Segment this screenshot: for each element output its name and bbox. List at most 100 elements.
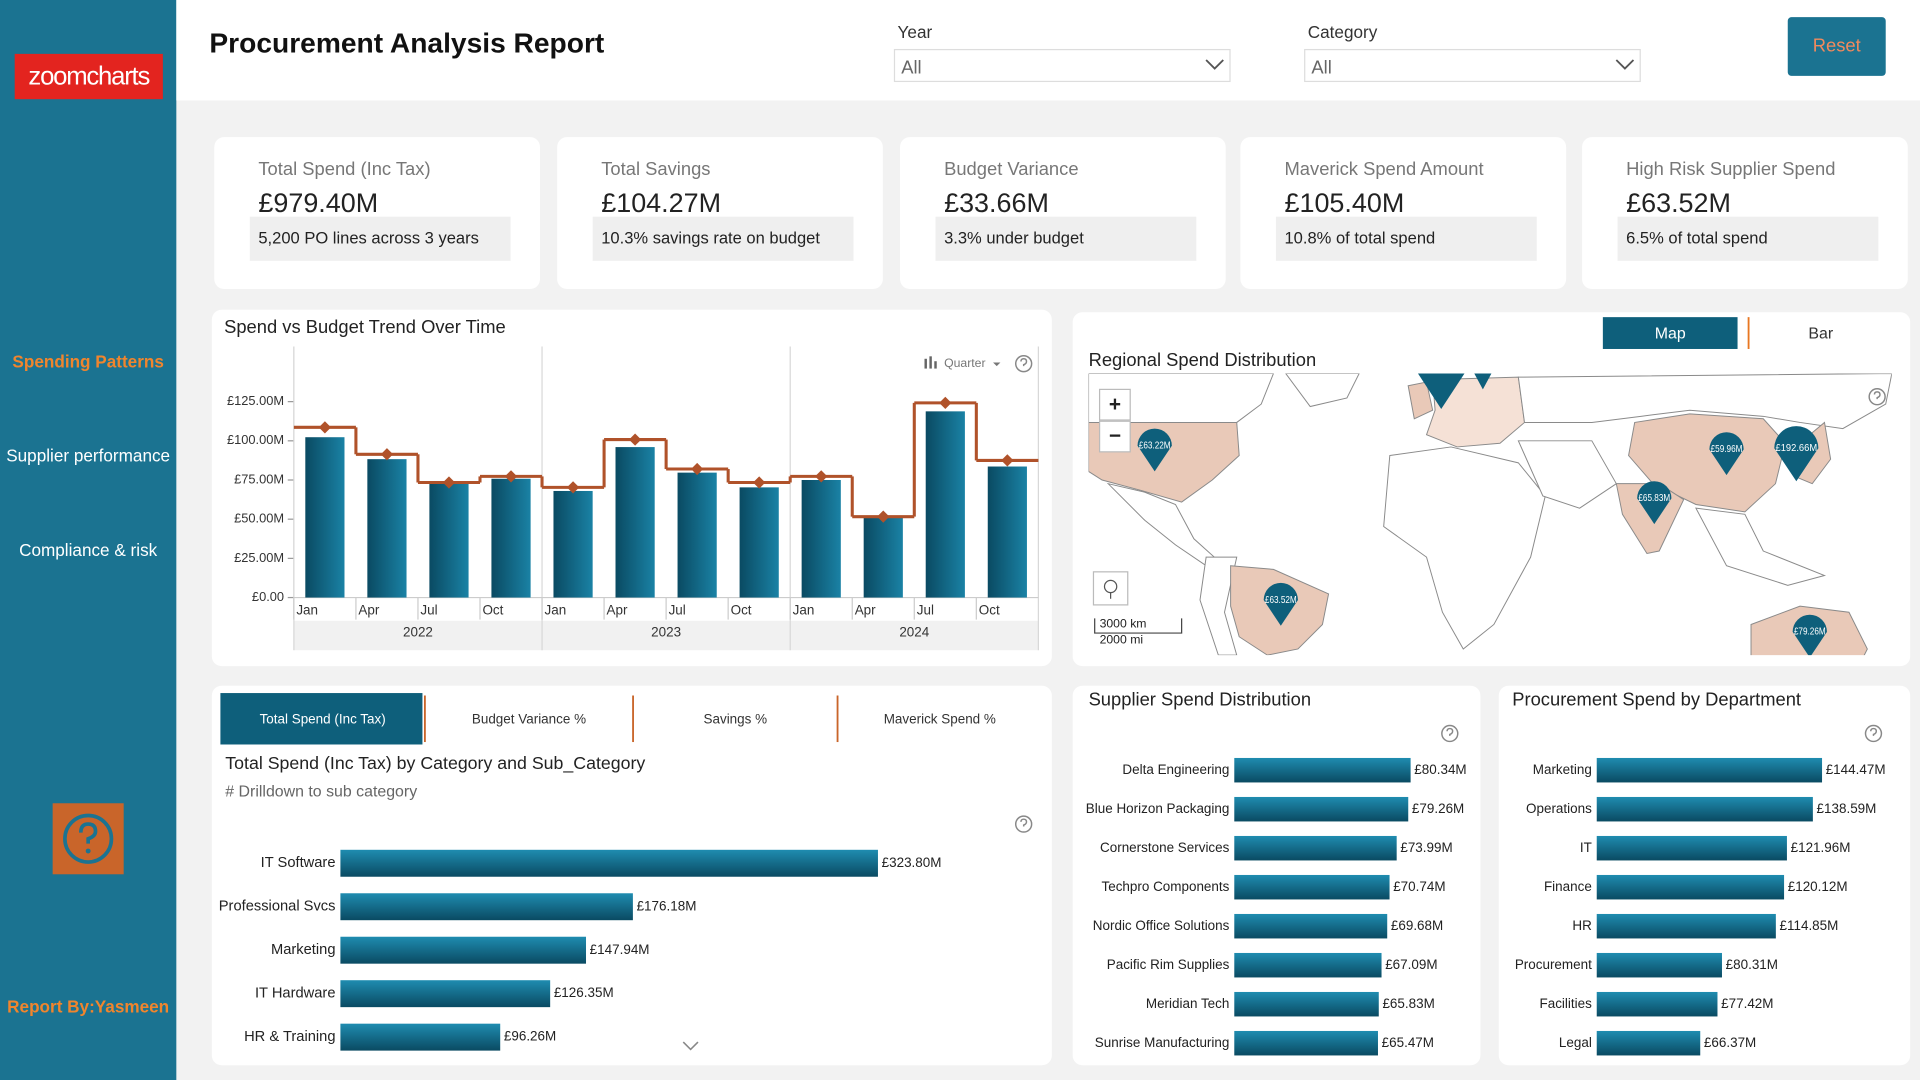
y-category-label: IT Software <box>261 855 336 871</box>
bar <box>1234 757 1411 783</box>
y-tick-label: £125.00M <box>227 393 284 408</box>
help-icon[interactable] <box>1014 354 1033 373</box>
y-category-label: Sunrise Manufacturing <box>1095 1035 1230 1050</box>
period-control-icon[interactable] <box>924 358 927 369</box>
kpi-label: Maverick Spend Amount <box>1284 159 1484 181</box>
locate-button[interactable] <box>1092 571 1129 606</box>
map-pin-label: £192.66M <box>1776 443 1818 454</box>
y-category-label: Legal <box>1559 1035 1592 1050</box>
period-control-icon[interactable] <box>929 356 932 369</box>
bar <box>1596 952 1722 978</box>
kpi-card <box>1240 137 1567 289</box>
decor-pin <box>1417 373 1465 409</box>
bar <box>340 980 551 1008</box>
kpi-label: Total Savings <box>601 159 711 181</box>
period-control-caret[interactable] <box>993 362 1001 367</box>
y-category-label: Nordic Office Solutions <box>1093 918 1230 933</box>
period-control[interactable]: Quarter <box>944 356 985 370</box>
x-tick-label: Jan <box>544 603 566 618</box>
filter-dropdown[interactable]: All <box>893 48 1231 83</box>
chart-title: Regional Spend Distribution <box>1089 349 1317 370</box>
nav-item[interactable]: Compliance & risk <box>19 540 158 560</box>
y-category-label: Pacific Rim Supplies <box>1107 957 1230 972</box>
map-pin-label: £79.26M <box>1794 627 1826 638</box>
x-tick-label: Jul <box>669 603 686 618</box>
land-uk <box>1407 381 1434 420</box>
map-tab[interactable]: Map <box>1655 325 1686 342</box>
zoom-button-label[interactable]: − <box>1109 425 1121 448</box>
y-category-label: Professional Svcs <box>219 899 336 915</box>
x-tick-label: Oct <box>731 603 752 618</box>
kpi-note: 10.8% of total spend <box>1275 216 1537 261</box>
help-icon[interactable] <box>1014 815 1033 833</box>
bar <box>677 472 717 598</box>
value-label: £120.12M <box>1788 879 1848 894</box>
y-category-label: Blue Horizon Packaging <box>1086 801 1230 816</box>
map-pin[interactable] <box>1137 428 1172 472</box>
help-icon[interactable] <box>1441 724 1459 743</box>
y-category-label: Procurement <box>1515 957 1592 972</box>
tab[interactable]: Budget Variance % <box>472 712 586 727</box>
help-icon-mark <box>1020 358 1028 367</box>
land-russia <box>1517 373 1892 430</box>
value-label: £67.09M <box>1385 957 1437 972</box>
x-group-label: 2022 <box>403 625 433 640</box>
map-pin[interactable] <box>1637 481 1672 525</box>
y-tick-label: £75.00M <box>234 471 284 486</box>
y-category-label: Marketing <box>271 942 336 958</box>
y-category-label: Operations <box>1526 801 1592 816</box>
bar <box>1234 952 1382 978</box>
zoom-button[interactable] <box>1098 420 1131 453</box>
tab[interactable]: Total Spend (Inc Tax) <box>260 712 386 727</box>
bar <box>1596 991 1718 1017</box>
help-button[interactable] <box>52 803 124 875</box>
help-icon[interactable] <box>1864 724 1883 743</box>
scale-bar <box>1094 618 1183 634</box>
map-tab[interactable]: Bar <box>1808 325 1833 342</box>
tab[interactable]: Savings % <box>704 712 768 727</box>
map-tab-bg[interactable] <box>1602 317 1738 349</box>
x-tick-label: Apr <box>607 603 628 618</box>
bar <box>1234 835 1397 861</box>
map-pin[interactable] <box>1709 432 1744 476</box>
help-icon <box>63 813 114 864</box>
help-icon[interactable] <box>1868 388 1886 406</box>
land-middle-east <box>1517 440 1617 509</box>
y-category-label: IT <box>1580 840 1592 855</box>
kpi-label: High Risk Supplier Spend <box>1626 159 1836 181</box>
y-category-label: Cornerstone Services <box>1100 840 1230 855</box>
reset-button[interactable]: Reset <box>1787 17 1886 76</box>
chart-subtitle: # Drilldown to sub category <box>225 783 417 800</box>
tab[interactable]: Maverick Spend % <box>884 712 996 727</box>
tab-active-bg[interactable] <box>220 693 423 745</box>
zoom-button-label[interactable]: + <box>1109 393 1121 416</box>
chart-title: Procurement Spend by Department <box>1512 688 1801 709</box>
y-category-label: HR & Training <box>244 1029 335 1045</box>
y-tick-label: £100.00M <box>227 432 284 447</box>
bar <box>1596 835 1787 861</box>
drilldown-chevron[interactable] <box>682 1041 699 1051</box>
map-pin[interactable] <box>1774 426 1819 482</box>
filter-dropdown[interactable]: All <box>1304 48 1641 83</box>
bar <box>340 893 633 921</box>
x-tick-label: Apr <box>855 603 876 618</box>
dropdown-chevron <box>1205 59 1224 70</box>
zoom-button[interactable] <box>1098 388 1131 421</box>
map-pin[interactable] <box>1792 614 1827 658</box>
value-label: £121.96M <box>1791 840 1851 855</box>
period-control-icon[interactable] <box>934 361 937 369</box>
nav-item[interactable]: Spending Patterns <box>12 351 164 372</box>
bar <box>1234 991 1379 1017</box>
value-label: £69.68M <box>1391 918 1443 933</box>
logo: zoomcharts <box>14 53 163 100</box>
value-label: £126.35M <box>554 985 614 1000</box>
nav-item[interactable]: Supplier performance <box>6 445 171 466</box>
map-pin[interactable] <box>1263 582 1298 626</box>
kpi-note: 10.3% savings rate on budget <box>592 216 854 261</box>
value-label: £77.42M <box>1721 996 1773 1011</box>
kpi-value: £63.52M <box>1626 187 1731 218</box>
map-pin-label: £59.96M <box>1711 444 1743 455</box>
